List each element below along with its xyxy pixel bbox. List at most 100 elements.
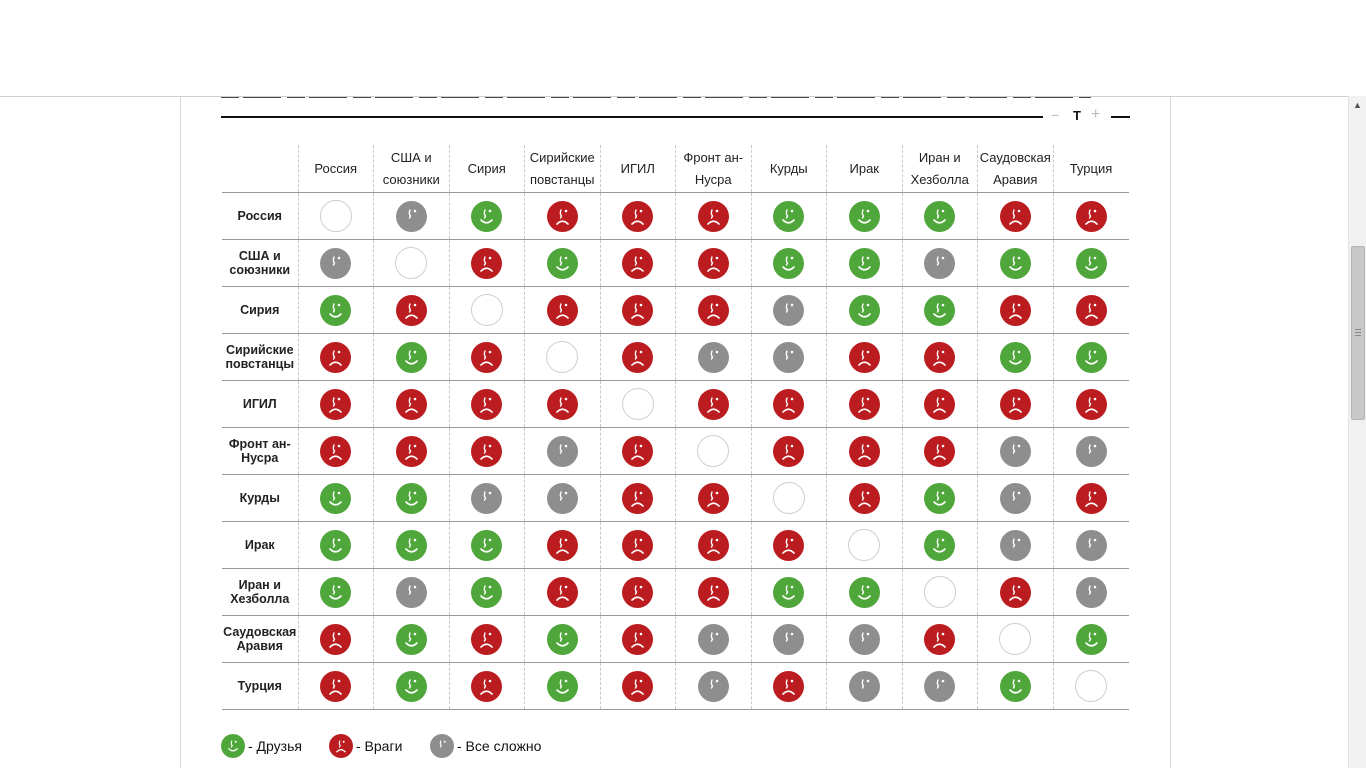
smiling-face-icon bbox=[471, 576, 503, 608]
relation-cell bbox=[1052, 662, 1129, 710]
relation-cell bbox=[675, 521, 751, 569]
sad-face-icon bbox=[471, 341, 503, 373]
relation-cell bbox=[448, 286, 525, 334]
row-header: Турция bbox=[222, 662, 298, 710]
neutral-face-icon bbox=[697, 341, 729, 373]
column-header: Саудовская Аравия bbox=[977, 145, 1053, 193]
neutral-face-icon bbox=[1075, 435, 1107, 467]
relation-cell bbox=[599, 286, 676, 334]
sad-face-icon bbox=[320, 435, 352, 467]
vertical-scrollbar[interactable]: ▲ bbox=[1348, 96, 1366, 768]
table-row: Сирийские повстанцы bbox=[222, 333, 1129, 381]
sad-face-icon bbox=[622, 341, 654, 373]
relation-cell bbox=[448, 568, 525, 616]
legend-item-complex: - Все сложно bbox=[430, 734, 541, 758]
smiling-face-icon bbox=[999, 670, 1031, 702]
column-header: Иран и Хезболла bbox=[901, 145, 978, 193]
relation-cell bbox=[599, 427, 676, 475]
relation-cell bbox=[977, 192, 1053, 240]
relation-cell bbox=[373, 427, 449, 475]
relation-cell bbox=[1052, 427, 1129, 475]
relation-cell bbox=[750, 286, 827, 334]
sad-face-icon bbox=[320, 670, 352, 702]
neutral-face-icon bbox=[773, 341, 805, 373]
relation-cell bbox=[599, 192, 676, 240]
neutral-face-icon bbox=[546, 435, 578, 467]
relation-cell bbox=[901, 474, 978, 522]
smiling-face-icon bbox=[999, 247, 1031, 279]
sad-face-icon bbox=[773, 435, 805, 467]
sad-face-icon bbox=[395, 388, 427, 420]
decrease-font-button[interactable]: − bbox=[1051, 107, 1060, 123]
font-size-icon: T bbox=[1073, 108, 1081, 123]
neutral-face-icon bbox=[999, 482, 1031, 514]
relation-cell bbox=[750, 427, 827, 475]
sad-face-icon bbox=[697, 388, 729, 420]
neutral-face-icon bbox=[999, 435, 1031, 467]
relation-cell bbox=[977, 239, 1053, 287]
neutral-face-icon bbox=[430, 734, 454, 758]
relation-cell bbox=[901, 286, 978, 334]
scroll-up-arrow-icon[interactable]: ▲ bbox=[1353, 100, 1362, 110]
sad-face-icon bbox=[471, 247, 503, 279]
relation-cell bbox=[524, 192, 600, 240]
sad-face-icon bbox=[622, 294, 654, 326]
relation-cell bbox=[373, 568, 449, 616]
sad-face-icon bbox=[546, 388, 578, 420]
sad-face-icon bbox=[924, 435, 956, 467]
section-rule-right bbox=[1111, 116, 1130, 118]
relation-cell bbox=[599, 662, 676, 710]
relation-cell bbox=[297, 286, 374, 334]
column-header: Фронт ан-Нусра bbox=[675, 145, 751, 193]
sad-face-icon bbox=[1075, 388, 1107, 420]
relation-cell bbox=[297, 380, 374, 428]
sad-face-icon bbox=[622, 670, 654, 702]
sad-face-icon bbox=[622, 435, 654, 467]
neutral-face-icon bbox=[697, 670, 729, 702]
relation-cell bbox=[297, 427, 374, 475]
relation-cell bbox=[675, 192, 751, 240]
sad-face-icon bbox=[999, 576, 1031, 608]
relation-cell bbox=[448, 380, 525, 428]
smiling-face-icon bbox=[320, 482, 352, 514]
relation-cell bbox=[1052, 286, 1129, 334]
relation-cell bbox=[373, 474, 449, 522]
neutral-face-icon bbox=[773, 294, 805, 326]
sad-face-icon bbox=[1075, 294, 1107, 326]
row-header: Сирийские повстанцы bbox=[222, 333, 298, 381]
relation-cell bbox=[373, 615, 449, 663]
relation-cell bbox=[297, 615, 374, 663]
relation-cell bbox=[524, 474, 600, 522]
legend-item-enemy: - Враги bbox=[329, 734, 402, 758]
neutral-face-icon bbox=[697, 623, 729, 655]
sad-face-icon bbox=[395, 435, 427, 467]
empty-circle-icon bbox=[470, 294, 503, 326]
relation-cell bbox=[373, 333, 449, 381]
legend-label: - Друзья bbox=[248, 738, 302, 754]
neutral-face-icon bbox=[471, 482, 503, 514]
smiling-face-icon bbox=[848, 200, 880, 232]
relation-cell bbox=[1052, 521, 1129, 569]
legend-label: - Все сложно bbox=[457, 738, 542, 754]
relation-cell bbox=[297, 662, 374, 710]
relation-cell bbox=[977, 662, 1053, 710]
relation-cell bbox=[901, 521, 978, 569]
row-header: Россия bbox=[222, 192, 298, 240]
relation-cell bbox=[1052, 239, 1129, 287]
relation-cell bbox=[826, 521, 902, 569]
smiling-face-icon bbox=[1075, 623, 1107, 655]
relation-cell bbox=[448, 662, 525, 710]
relation-cell bbox=[524, 568, 600, 616]
relation-cell bbox=[901, 333, 978, 381]
relation-cell bbox=[599, 239, 676, 287]
sad-face-icon bbox=[924, 341, 956, 373]
sad-face-icon bbox=[320, 341, 352, 373]
sad-face-icon bbox=[1075, 200, 1107, 232]
smiling-face-icon bbox=[1075, 247, 1107, 279]
relation-cell bbox=[750, 521, 827, 569]
scroll-thumb[interactable] bbox=[1351, 246, 1365, 420]
neutral-face-icon bbox=[848, 670, 880, 702]
relation-cell bbox=[901, 615, 978, 663]
increase-font-button[interactable]: + bbox=[1091, 106, 1101, 123]
relation-cell bbox=[977, 521, 1053, 569]
